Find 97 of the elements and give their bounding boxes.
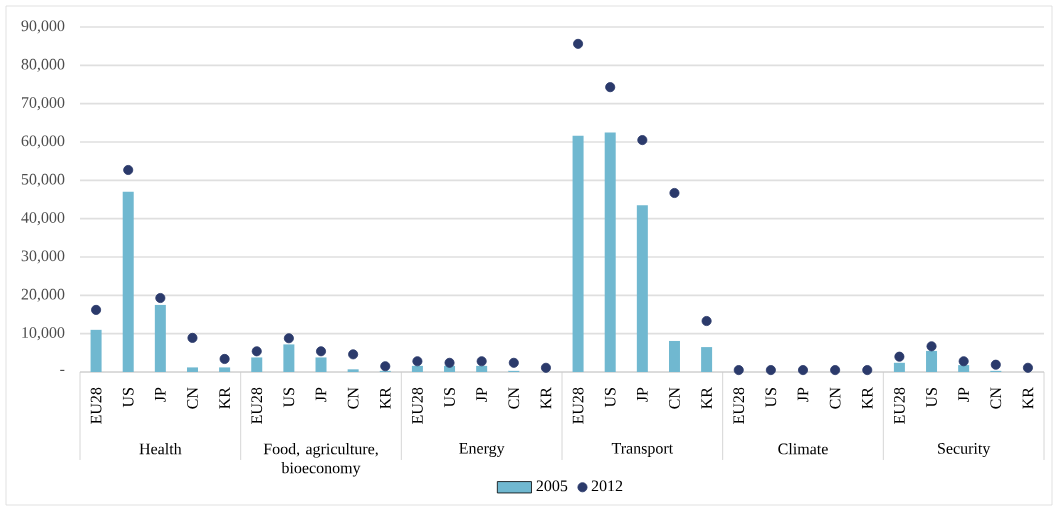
y-tick-label: - (60, 369, 65, 372)
point (444, 357, 455, 368)
text: Security (938, 443, 991, 458)
point (316, 346, 327, 357)
text: Food, agriculture, bioeconomy (263, 443, 378, 477)
y-tick-label: 40,000 (21, 212, 65, 226)
point (412, 356, 423, 367)
bar (636, 205, 648, 372)
bar (251, 357, 263, 372)
point (155, 293, 166, 304)
y-tick-label: 60,000 (21, 135, 65, 149)
point (380, 361, 391, 372)
point (219, 353, 230, 364)
point (926, 341, 937, 352)
bar (893, 362, 905, 372)
point (894, 351, 905, 362)
y-tick-label: 30,000 (21, 250, 65, 264)
bar (411, 365, 423, 372)
x-tick-label: KR (380, 387, 391, 409)
point (701, 316, 712, 327)
x-tick-label: KR (540, 387, 552, 409)
y-tick-label: 70,000 (22, 97, 65, 111)
x-tick-label: JP (637, 387, 648, 402)
point (91, 304, 102, 315)
text: Health (139, 443, 182, 455)
x-tick-label: KR (862, 387, 873, 409)
x-tick-label: JP (155, 387, 166, 402)
point (283, 333, 294, 344)
bar (90, 329, 102, 372)
point (508, 357, 519, 368)
y-tick-label: 10,000 (22, 327, 65, 341)
x-tick-label: JP (476, 387, 487, 402)
point (476, 356, 487, 367)
y-tick-label: 20,000 (21, 288, 65, 302)
x-tick-label: CN (347, 387, 359, 409)
point (540, 362, 551, 373)
x-tick-label: KR (219, 387, 230, 409)
legend-label: 2012 (591, 480, 623, 492)
point (733, 365, 744, 376)
text: Transport (611, 443, 674, 457)
x-tick-label: KR (1022, 387, 1034, 409)
point (990, 359, 1001, 370)
point (765, 365, 776, 376)
point (605, 82, 616, 93)
point (573, 38, 584, 49)
bar (604, 132, 616, 372)
bar (958, 365, 970, 372)
bar (701, 347, 713, 372)
x-tick-label: US (122, 388, 134, 408)
text: Climate (778, 443, 828, 455)
bar (315, 357, 327, 372)
bar (926, 350, 938, 372)
point (669, 187, 680, 198)
x-tick-label: EU28 (733, 387, 745, 424)
x-tick-label: CN (187, 387, 198, 409)
x-tick-label: JP (958, 387, 969, 402)
bar (219, 367, 231, 372)
x-tick-label: CN (829, 387, 841, 409)
x-tick-label: JP (315, 387, 327, 402)
text: Energy (459, 443, 505, 457)
point (798, 365, 808, 376)
x-tick-label: EU28 (572, 387, 584, 424)
bar (572, 135, 584, 372)
x-tick-label: JP (797, 387, 809, 402)
y-tick-label: 50,000 (21, 173, 65, 187)
x-tick-label: EU28 (412, 387, 423, 424)
y-tick-label: 90,000 (21, 20, 65, 34)
point (251, 346, 262, 357)
bar (347, 369, 359, 372)
bar (186, 367, 198, 372)
x-tick-label: EU28 (894, 387, 905, 424)
point (637, 135, 648, 146)
x-tick-label: US (926, 388, 937, 408)
x-tick-label: KR (701, 387, 712, 409)
x-tick-label: CN (990, 387, 1002, 409)
bar (476, 365, 488, 372)
bar (283, 344, 295, 372)
point (862, 365, 873, 376)
legend-label: 2005 (536, 480, 568, 492)
x-tick-label: EU28 (251, 387, 263, 424)
point (1022, 362, 1033, 373)
bar (668, 340, 680, 372)
bar (154, 304, 166, 372)
point (348, 349, 359, 360)
x-tick-label: US (283, 388, 295, 408)
x-tick-label: CN (508, 387, 520, 409)
x-tick-label: US (765, 388, 777, 408)
y-tick-label: 80,000 (21, 58, 65, 72)
x-tick-label: US (604, 388, 616, 408)
x-tick-label: CN (669, 387, 680, 409)
point (830, 365, 841, 376)
x-tick-label: US (444, 388, 455, 408)
point (958, 356, 969, 367)
point (123, 164, 134, 175)
x-tick-label: EU28 (90, 387, 102, 424)
bar (122, 191, 134, 372)
point (187, 332, 198, 343)
